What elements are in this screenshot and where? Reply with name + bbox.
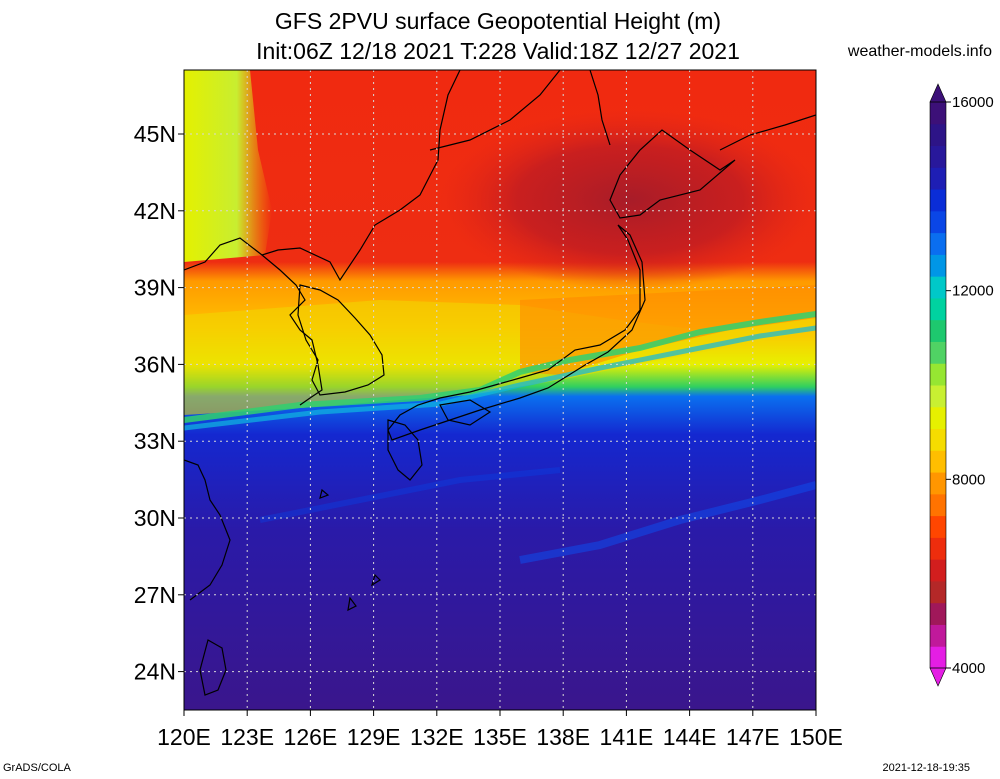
software-credit: GrADS/COLA [3,762,71,774]
colorbar-swatch [930,254,946,277]
tropopause-break [184,311,816,423]
lon-tick-label: 150E [789,724,843,750]
lon-tick-label: 138E [536,724,590,750]
colorbar-swatch [930,428,946,451]
colorbar-swatch [930,406,946,430]
colorbar-swatch [930,450,946,473]
lon-grid [246,70,754,710]
colorbar-swatch [930,232,946,255]
colorbar-swatch [930,167,946,190]
lon-axis: 120E 123E 126E 129E 132E 135E 138E 141E 144E 147E… [157,710,843,750]
colorbar-swatch [930,102,946,125]
lon-tick-label: 147E [726,724,780,750]
colorbar-swatch [930,602,946,625]
geopotential-field [184,70,816,710]
lat-tick-label: 30N [134,505,176,531]
colorbar-swatch [930,297,946,321]
eastern-orange-band [520,285,816,375]
blue-streak [519,481,816,564]
colorbar-label: 8000 [952,471,985,488]
colorbar-frame [929,101,947,669]
colorbar-swatch [930,472,946,495]
colorbar-swatch [930,537,946,560]
lat-tick-label: 33N [134,428,176,454]
colorbar-label: 16000 [952,94,994,111]
dark-red-core [440,110,816,290]
lat-tick-label: 39N [134,275,176,301]
colorbar-swatch [930,646,946,669]
colorbar-swatch [930,210,946,234]
colorbar-swatch [930,276,946,299]
lat-tick-label: 45N [134,121,176,147]
lon-tick-label: 123E [220,724,274,750]
colorbar-swatch [930,363,946,386]
lon-tick-label: 141E [600,724,654,750]
lon-tick-label: 132E [410,724,464,750]
render-timestamp: 2021-12-18-19:35 [882,762,970,774]
cyan-front [184,325,816,431]
colorbar-swatch [930,493,946,517]
colorbar-label: 12000 [952,283,994,300]
colorbar-swatch [930,341,946,364]
colorbar: 16000 12000 8000 4000 [929,83,994,687]
lat-tick-label: 36N [134,351,176,377]
lat-tick-label: 24N [134,659,176,685]
lat-tick-label: 27N [134,582,176,608]
lon-tick-label: 135E [473,724,527,750]
colorbar-swatch [930,559,946,582]
colorbar-max-arrow [929,83,947,103]
chart-title: GFS 2PVU surface Geopotential Height (m) [274,8,722,34]
lat-axis: 45N 42N 39N 36N 33N 30N 27N 24N [134,121,184,685]
colorbar-swatch [930,319,946,342]
lon-tick-label: 126E [284,724,338,750]
source-credit: weather-models.info [847,43,992,60]
western-yellow-band [184,70,272,262]
colorbar-swatch [930,189,946,212]
lon-tick-label: 120E [157,724,211,750]
colorbar-label: 4000 [952,660,985,677]
colorbar-min-arrow [929,667,947,687]
lat-tick-label: 42N [134,198,176,224]
lon-tick-label: 144E [663,724,717,750]
colorbar-swatch [930,145,946,168]
chart-subtitle: Init:06Z 12/18 2021 T:228 Valid:18Z 12/2… [256,38,740,64]
colorbar-swatch [930,123,946,147]
colorbar-swatch [930,515,946,538]
colorbar-swatch [930,385,946,408]
colorbar-swatch [930,580,946,604]
colorbar-swatch [930,624,946,647]
lon-tick-label: 129E [347,724,401,750]
